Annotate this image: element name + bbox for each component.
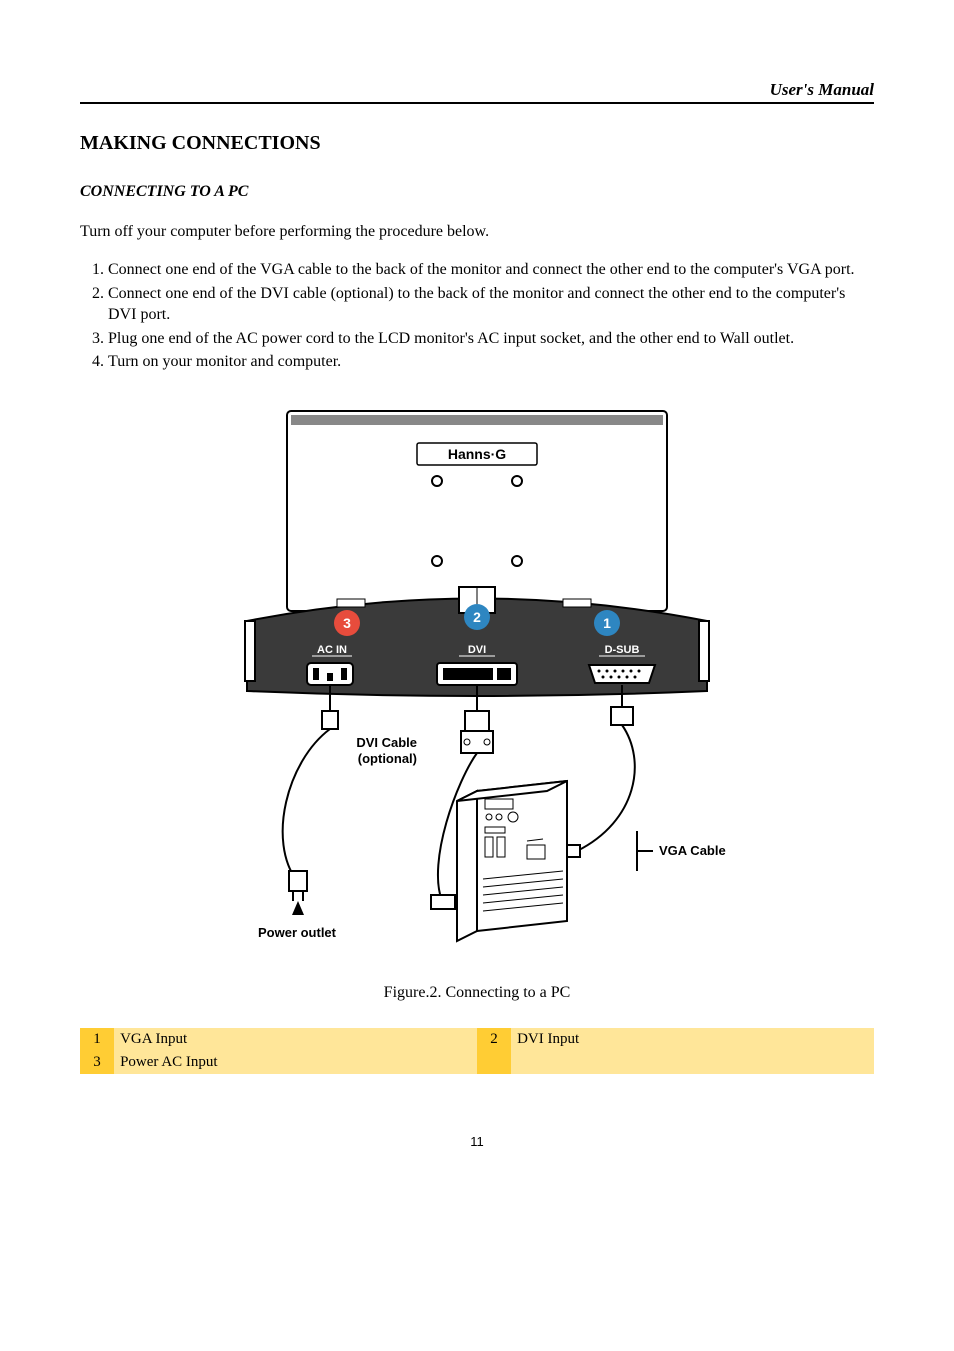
legend-label [511,1051,874,1074]
step-item: Plug one end of the AC power cord to the… [108,328,874,350]
table-row: 1 VGA Input 2 DVI Input [80,1028,874,1051]
badge-3-num: 3 [343,615,351,631]
subsection-title: CONNECTING TO A PC [80,183,874,201]
manual-header: User's Manual [80,80,874,104]
port-acin: AC IN [317,644,347,656]
legend-table: 1 VGA Input 2 DVI Input 3 Power AC Input [80,1028,874,1074]
table-row: 3 Power AC Input [80,1051,874,1074]
step-item: Turn on your monitor and computer. [108,351,874,373]
port-dvi: DVI [468,644,486,656]
page-number: 11 [80,1134,874,1149]
vga-cable-label: VGA Cable [659,843,726,858]
step-item: Connect one end of the DVI cable (option… [108,283,874,326]
intro-text: Turn off your computer before performing… [80,223,874,241]
steps-list: Connect one end of the VGA cable to the … [80,259,874,373]
legend-label: DVI Input [511,1028,874,1051]
legend-label: VGA Input [114,1028,477,1051]
brand-text: Hanns·G [448,446,506,462]
legend-num: 2 [477,1028,511,1051]
diagram-svg: Hanns·G 3 2 1 AC IN DVI D-SUB [227,401,727,961]
pc-tower [457,781,567,941]
badge-2-num: 2 [473,609,481,625]
figure-caption: Figure.2. Connecting to a PC [80,984,874,1002]
connection-diagram: Hanns·G 3 2 1 AC IN DVI D-SUB [80,401,874,966]
port-dsub: D-SUB [605,644,640,656]
section-title: MAKING CONNECTIONS [80,132,874,155]
legend-num: 1 [80,1028,114,1051]
legend-num: 3 [80,1051,114,1074]
power-outlet-label: Power outlet [258,925,337,940]
badge-1-num: 1 [603,615,611,631]
legend-label: Power AC Input [114,1051,477,1074]
dvi-cable-label-2: (optional) [358,751,417,766]
legend-num [477,1051,511,1074]
dvi-cable-label-1: DVI Cable [356,735,417,750]
step-item: Connect one end of the VGA cable to the … [108,259,874,281]
